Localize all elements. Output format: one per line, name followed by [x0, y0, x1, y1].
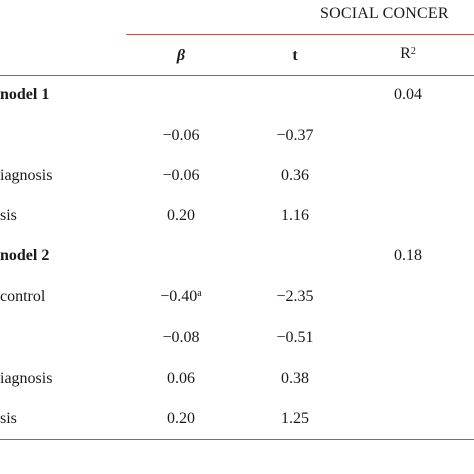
beta-value: 0.06	[167, 370, 195, 387]
row-label: sis	[0, 410, 17, 427]
beta-number: −0.40	[160, 288, 198, 305]
row-label: control	[0, 288, 46, 305]
t-value: −0.51	[276, 329, 314, 346]
r2-superscript: 2	[410, 46, 416, 57]
t-value: 1.16	[281, 207, 309, 224]
row-label: iagnosis	[0, 167, 53, 184]
beta-value: 0.20	[167, 207, 195, 224]
r2-value: 0.04	[394, 86, 422, 103]
row-label: iagnosis	[0, 370, 53, 387]
column-header-r2: R2	[393, 44, 423, 64]
t-value: 0.38	[281, 370, 309, 387]
r2-base: R	[400, 45, 411, 62]
header-rule	[0, 75, 474, 76]
r2-value: 0.18	[394, 247, 422, 264]
group-rule	[126, 34, 474, 35]
beta-value: 0.20	[167, 410, 195, 427]
column-header-beta: β	[176, 47, 186, 64]
row-label: nodel 1	[0, 86, 50, 103]
beta-value: −0.40a	[141, 287, 221, 307]
beta-value: −0.08	[162, 329, 200, 346]
beta-value: −0.06	[162, 127, 200, 144]
t-value: 0.36	[281, 167, 309, 184]
row-label: sis	[0, 207, 17, 224]
t-value: −2.35	[276, 288, 314, 305]
significance-marker: a	[197, 288, 202, 299]
row-label: nodel 2	[0, 247, 50, 264]
t-value: −0.37	[276, 127, 314, 144]
t-value: 1.25	[281, 410, 309, 427]
bottom-rule	[0, 439, 474, 440]
beta-value: −0.06	[162, 167, 200, 184]
column-header-t: t	[292, 47, 298, 64]
group-title: SOCIAL CONCER	[320, 5, 449, 22]
